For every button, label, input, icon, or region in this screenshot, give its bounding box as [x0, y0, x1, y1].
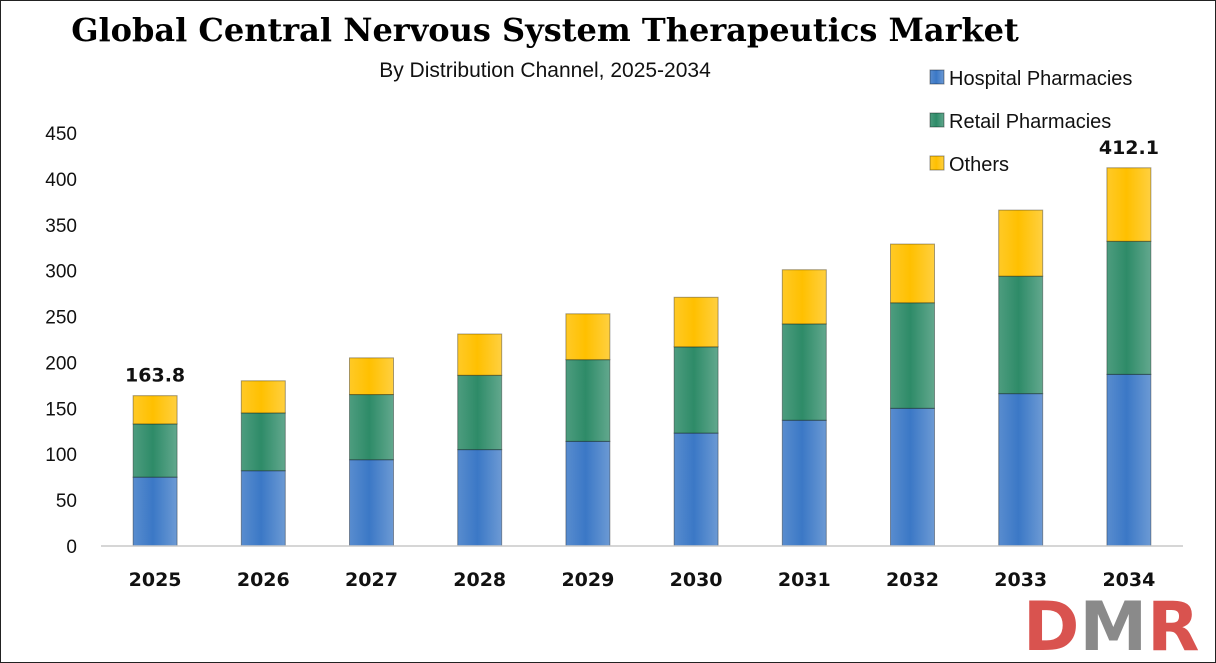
x-tick-label: 2028: [453, 569, 506, 591]
bar-hospital-pharmacies-2034: [1106, 373, 1152, 547]
x-tick-label: 2034: [1102, 569, 1155, 591]
y-tick-label: 400: [45, 170, 77, 191]
legend-swatch: [929, 69, 945, 85]
total-label-2025: 163.8: [125, 365, 185, 387]
bar-retail-pharmacies-2034: [1106, 240, 1152, 375]
y-tick-label: 250: [45, 308, 77, 329]
bar-others-2034: [1106, 167, 1152, 242]
x-tick-label: 2029: [561, 569, 614, 591]
bar-hospital-pharmacies-2027: [349, 459, 394, 547]
total-label-2034: 412.1: [1099, 137, 1159, 159]
bar-hospital-pharmacies-2025: [132, 476, 178, 547]
x-tick-label: 2027: [345, 569, 398, 591]
y-axis: 0 50 100 150 200 250 300 350 400 450: [45, 124, 77, 558]
bar-hospital-pharmacies-2033: [998, 393, 1044, 547]
legend-swatch: [929, 155, 945, 171]
y-tick-label: 350: [45, 216, 77, 237]
bars-group: [132, 167, 1152, 547]
x-tick-label: 2032: [886, 569, 939, 591]
bar-others-2031: [781, 269, 827, 325]
bar-retail-pharmacies-2026: [240, 412, 286, 472]
bar-hospital-pharmacies-2032: [890, 407, 935, 547]
bar-retail-pharmacies-2028: [457, 374, 503, 451]
bar-retail-pharmacies-2032: [890, 302, 935, 409]
y-tick-label: 150: [45, 399, 77, 420]
y-tick-label: 0: [66, 537, 77, 558]
bar-others-2033: [998, 209, 1044, 277]
legend-label: Hospital Pharmacies: [949, 68, 1132, 90]
legend-label: Retail Pharmacies: [949, 111, 1111, 133]
bar-hospital-pharmacies-2030: [673, 432, 719, 547]
legend: Hospital Pharmacies Retail Pharmacies Othe…: [929, 68, 1132, 176]
bar-retail-pharmacies-2029: [565, 359, 611, 442]
bar-others-2029: [565, 313, 611, 361]
bar-hospital-pharmacies-2029: [565, 440, 611, 547]
chart-subtitle: By Distribution Channel, 2025-2034: [379, 59, 711, 82]
bar-retail-pharmacies-2031: [781, 323, 827, 421]
chart-title: Global Central Nervous System Therapeuti…: [71, 11, 1019, 49]
x-axis: 2025 2026 2027 2028 2029 2030 2031 2032 2033 2034: [101, 545, 1183, 591]
bar-others-2025: [132, 395, 178, 425]
bar-others-2028: [457, 333, 503, 376]
bar-others-2030: [673, 296, 719, 348]
logo-text: DMR: [1023, 592, 1200, 654]
x-tick-label: 2031: [778, 569, 831, 591]
logo-letter-d: D: [1023, 592, 1079, 654]
x-tick-label: 2026: [237, 569, 290, 591]
y-tick-label: 50: [56, 491, 77, 512]
bar-retail-pharmacies-2033: [998, 275, 1044, 395]
bar-others-2027: [349, 357, 394, 396]
bar-hospital-pharmacies-2031: [781, 419, 827, 547]
x-tick-label: 2033: [994, 569, 1047, 591]
bar-others-2026: [240, 380, 286, 414]
logo-letter-m: M: [1079, 592, 1147, 654]
y-tick-label: 100: [45, 445, 77, 466]
bar-hospital-pharmacies-2026: [240, 470, 286, 547]
x-tick-label: 2025: [129, 569, 182, 591]
bar-retail-pharmacies-2025: [132, 423, 178, 478]
legend-label: Others: [949, 154, 1009, 176]
y-tick-label: 450: [45, 124, 77, 145]
x-tick-label: 2030: [670, 569, 723, 591]
dmr-logo: DMR: [1023, 592, 1200, 654]
bar-hospital-pharmacies-2028: [457, 449, 503, 547]
bar-retail-pharmacies-2027: [349, 394, 394, 461]
bar-retail-pharmacies-2030: [673, 346, 719, 434]
y-tick-label: 300: [45, 262, 77, 283]
logo-letter-r: R: [1147, 592, 1199, 654]
legend-swatch: [929, 112, 945, 128]
total-labels: 163.8 412.1: [125, 137, 1159, 387]
y-tick-label: 200: [45, 353, 77, 374]
bar-others-2032: [890, 243, 935, 304]
